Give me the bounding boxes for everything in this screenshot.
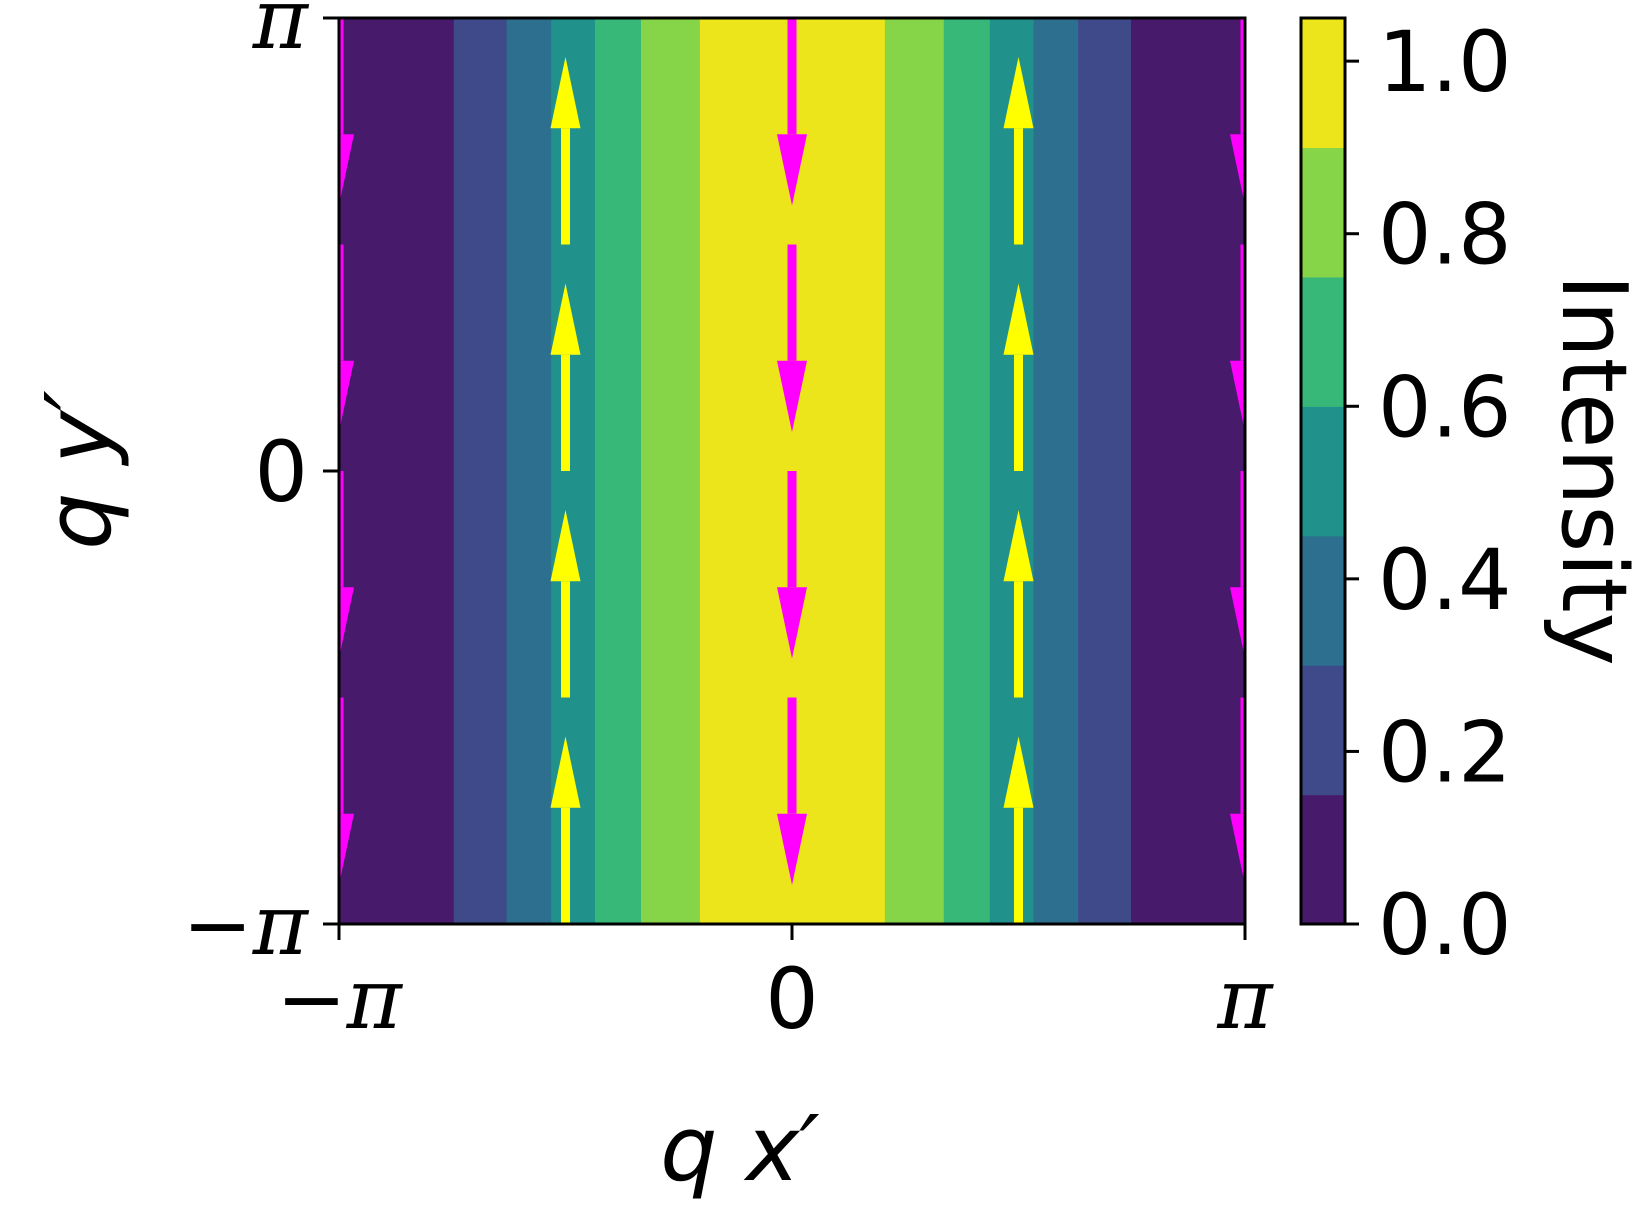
x-tick-label: 0 [765, 950, 818, 1048]
colorbar-label: Intensity [1541, 274, 1646, 666]
up-arrow [1003, 736, 1034, 924]
heatmap-plot [337, 16, 1247, 926]
colorbar-tick-label: 1.0 [1378, 13, 1512, 111]
y-tick-label: −π [182, 876, 309, 974]
colorbar-band [1301, 18, 1345, 149]
colorbar-band [1301, 794, 1345, 925]
intensity-band [1130, 18, 1246, 924]
down-arrow [777, 18, 807, 206]
y-axis-label: q y′ [27, 390, 132, 549]
colorbar-frame [1299, 16, 1347, 926]
colorbar-ticks: 0.0 0.2 0.4 0.6 0.8 1.0 [1345, 13, 1512, 974]
intensity-band [339, 18, 455, 924]
intensity-band [1033, 18, 1079, 924]
spin-arrows [339, 18, 1245, 924]
colorbar-band [1301, 147, 1345, 278]
up-arrow [1003, 283, 1034, 471]
up-arrow [550, 57, 581, 245]
colorbar-bands [1301, 18, 1345, 925]
down-arrow [777, 471, 807, 659]
y-axis: −π 0 π [182, 0, 339, 974]
down-arrow [339, 18, 354, 206]
down-arrow [1230, 697, 1245, 885]
down-arrow [777, 244, 807, 432]
down-arrow [339, 471, 354, 659]
x-tick-label: −π [276, 950, 403, 1048]
up-arrow [1003, 510, 1034, 698]
colorbar-tick-label: 0.2 [1378, 703, 1512, 801]
up-arrow [550, 736, 581, 924]
colorbar-band [1301, 406, 1345, 537]
down-arrow [777, 697, 807, 885]
colorbar-band [1301, 276, 1345, 407]
up-arrow [550, 510, 581, 698]
intensity-bands [339, 18, 1246, 924]
y-tick-label: π [252, 0, 310, 68]
down-arrow [1230, 244, 1245, 432]
down-arrow [339, 244, 354, 432]
intensity-band [594, 18, 642, 924]
colorbar-tick-label: 0.4 [1378, 531, 1512, 629]
x-axis-label: q x′ [660, 1097, 819, 1202]
intensity-band [1078, 18, 1132, 924]
up-arrow [550, 283, 581, 471]
colorbar-tick-label: 0.6 [1378, 358, 1512, 456]
intensity-band [506, 18, 552, 924]
y-tick-label: 0 [255, 423, 308, 521]
colorbar-band [1301, 665, 1345, 796]
colorbar-band [1301, 535, 1345, 666]
colorbar-tick-label: 0.0 [1378, 876, 1512, 974]
down-arrow [1230, 18, 1245, 206]
colorbar-tick-label: 0.8 [1378, 186, 1512, 284]
intensity-band [641, 18, 701, 924]
down-arrow [1230, 471, 1245, 659]
down-arrow [339, 697, 354, 885]
up-arrow [1003, 57, 1034, 245]
intensity-band [453, 18, 508, 924]
x-axis: −π 0 π [276, 924, 1274, 1048]
intensity-band [943, 18, 991, 924]
intensity-band [884, 18, 945, 924]
colorbar: 0.0 0.2 0.4 0.6 0.8 1.0 Intensity [1299, 13, 1646, 974]
x-tick-label: π [1216, 950, 1274, 1048]
